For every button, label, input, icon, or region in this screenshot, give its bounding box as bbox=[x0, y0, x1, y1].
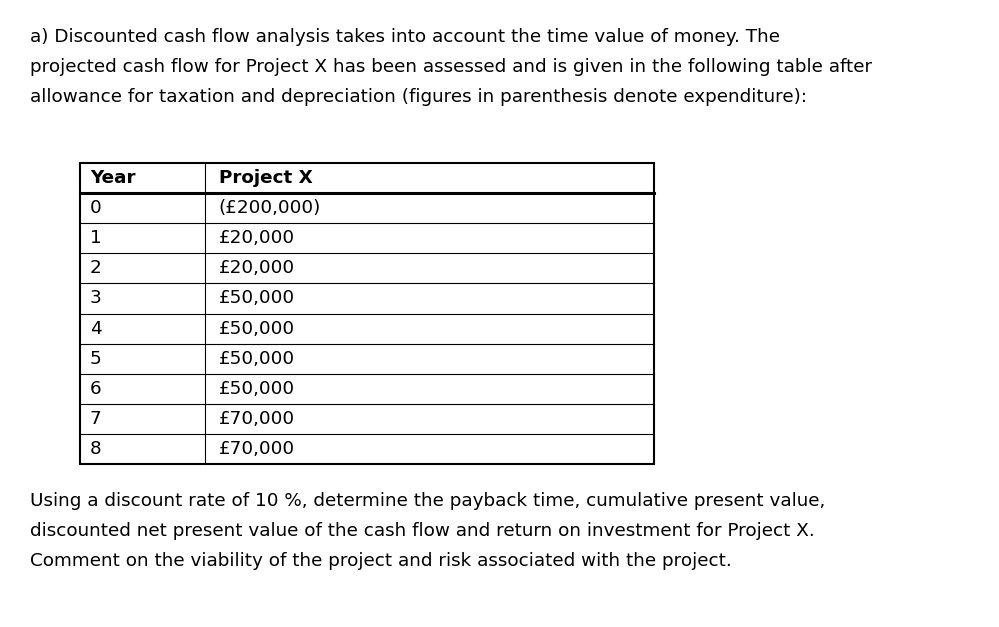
Text: Project X: Project X bbox=[219, 169, 313, 187]
Text: 4: 4 bbox=[90, 320, 102, 337]
Bar bbox=[80, 163, 654, 464]
Text: £70,000: £70,000 bbox=[219, 440, 295, 458]
Text: 0: 0 bbox=[90, 199, 102, 217]
Text: £50,000: £50,000 bbox=[219, 380, 295, 398]
Text: Comment on the viability of the project and risk associated with the project.: Comment on the viability of the project … bbox=[30, 552, 731, 571]
Text: a) Discounted cash flow analysis takes into account the time value of money. The: a) Discounted cash flow analysis takes i… bbox=[30, 28, 780, 46]
Text: £20,000: £20,000 bbox=[219, 229, 295, 247]
Text: £20,000: £20,000 bbox=[219, 260, 295, 277]
Text: Year: Year bbox=[90, 169, 136, 187]
Text: allowance for taxation and depreciation (figures in parenthesis denote expenditu: allowance for taxation and depreciation … bbox=[30, 88, 807, 107]
Text: 2: 2 bbox=[90, 260, 102, 277]
Text: discounted net present value of the cash flow and return on investment for Proje: discounted net present value of the cash… bbox=[30, 522, 815, 540]
Text: 7: 7 bbox=[90, 410, 102, 428]
Text: 8: 8 bbox=[90, 440, 102, 458]
Text: £50,000: £50,000 bbox=[219, 320, 295, 337]
Text: £50,000: £50,000 bbox=[219, 350, 295, 367]
Text: 5: 5 bbox=[90, 350, 102, 367]
Text: £70,000: £70,000 bbox=[219, 410, 295, 428]
Text: projected cash flow for Project X has been assessed and is given in the followin: projected cash flow for Project X has be… bbox=[30, 58, 872, 76]
Text: 1: 1 bbox=[90, 229, 102, 247]
Text: (£200,000): (£200,000) bbox=[219, 199, 321, 217]
Text: 6: 6 bbox=[90, 380, 102, 398]
Text: 3: 3 bbox=[90, 290, 102, 307]
Text: Using a discount rate of 10 %, determine the payback time, cumulative present va: Using a discount rate of 10 %, determine… bbox=[30, 492, 825, 510]
Text: £50,000: £50,000 bbox=[219, 290, 295, 307]
